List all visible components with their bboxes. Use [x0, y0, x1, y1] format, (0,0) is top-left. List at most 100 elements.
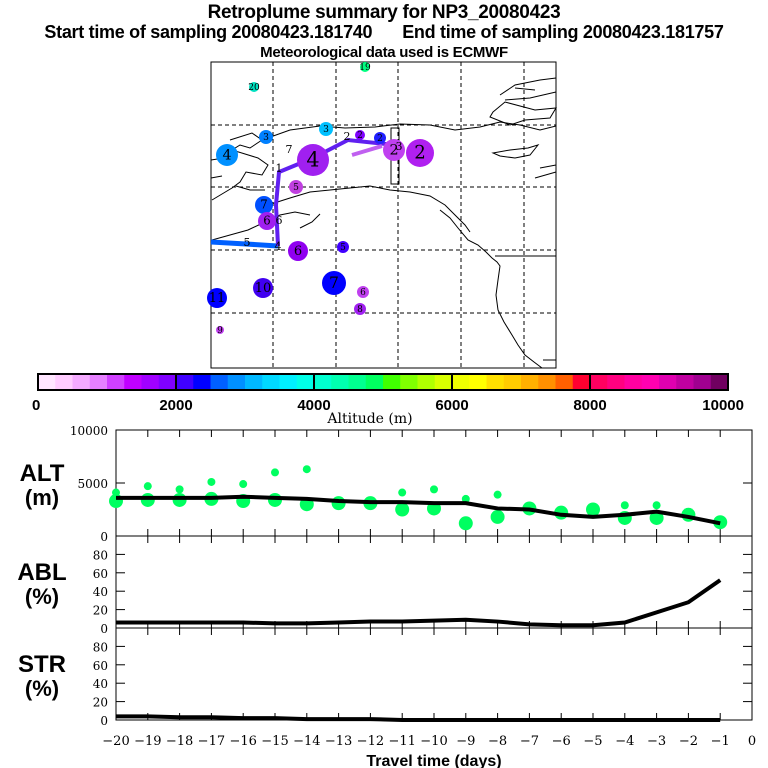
- colorbar-cell: [55, 374, 73, 390]
- colorbar-cell: [590, 374, 608, 390]
- cluster-marker: [354, 303, 366, 315]
- x-tick-label: −20: [102, 734, 129, 749]
- sampling-times: Start time of sampling 20080423.181740 En…: [0, 22, 768, 43]
- alt-scatter-point: [172, 492, 187, 507]
- colorbar-cell: [624, 374, 643, 390]
- colorbar-cell: [503, 374, 522, 390]
- x-tick-label: −14: [293, 734, 320, 749]
- altitude-colorbar: 0 2000 4000 6000 8000 10000 Altitude (m): [32, 373, 744, 427]
- str-panel: 0 20 40 60 80 STR(%): [18, 627, 753, 728]
- colorbar-tick-label: 0: [32, 397, 40, 414]
- cluster-marker: [383, 139, 405, 161]
- track-day-label: 6: [276, 214, 283, 227]
- alt-mean-line: [116, 494, 721, 526]
- colorbar-cell: [141, 374, 160, 390]
- y-tick-label: 0: [100, 714, 108, 728]
- alt-scatter-point: [140, 492, 155, 507]
- cluster-marker: [337, 241, 349, 253]
- x-tick-label: −2: [679, 734, 698, 749]
- cluster-marker: [374, 132, 386, 144]
- cluster-label: 10: [255, 281, 272, 296]
- abl-panel: 0 20 40 60 80 ABL(%): [17, 535, 753, 636]
- alt-scatter-point: [490, 509, 505, 524]
- colorbar-cell: [710, 374, 729, 390]
- alt-panel-ylabel-unit: (m): [25, 485, 59, 510]
- colorbar-tick-label: 4000: [297, 397, 330, 414]
- alt-scatter-point: [586, 502, 600, 517]
- x-tick-label: −18: [166, 734, 193, 749]
- colorbar-tick-label: 10000: [702, 397, 744, 414]
- coastlines: [210, 77, 557, 369]
- colorbar-cell: [158, 374, 177, 390]
- colorbar-cell: [400, 374, 418, 390]
- cluster-marker: [297, 144, 329, 176]
- met-data-label: Meteorological data used is ECMWF: [260, 44, 508, 61]
- alt-scatter-point: [620, 501, 629, 510]
- y-tick-label: 60: [93, 659, 108, 673]
- cluster-marker: [258, 212, 276, 230]
- x-axis-label: Travel time (days): [366, 753, 501, 768]
- alt-panel-ylabel: ALT: [20, 460, 65, 487]
- alt-scatter-point: [430, 485, 438, 494]
- cluster-marker: [249, 82, 259, 92]
- colorbar-cell: [245, 374, 263, 390]
- cluster-label: 11: [209, 291, 226, 306]
- colorbar-cell: [434, 374, 453, 390]
- y-tick-label: 5000: [77, 477, 108, 491]
- x-tick-label: −12: [357, 734, 384, 749]
- cluster-label: 5: [340, 243, 346, 253]
- x-tick-label: −8: [488, 734, 507, 749]
- abl-panel-ylabel-unit: (%): [25, 584, 59, 609]
- alt-scatter-point: [652, 501, 661, 510]
- cluster-label: 20: [248, 83, 260, 93]
- start-time-label: Start time of sampling 20080423.181740: [44, 22, 373, 42]
- alt-panel: 0 5000 10000 ALT(m): [20, 424, 753, 544]
- x-tick-label: −15: [261, 734, 288, 749]
- cluster-marker: [253, 278, 273, 298]
- track-day-label: 2: [344, 130, 351, 143]
- abl-panel-ylabel: ABL: [17, 559, 66, 586]
- abl-line: [116, 578, 722, 628]
- cluster-label: 2: [377, 134, 383, 144]
- cluster-label: 8: [357, 305, 363, 315]
- cluster-label: 4: [222, 147, 231, 163]
- cluster-label: 2: [414, 143, 426, 164]
- cluster-marker: [289, 180, 303, 194]
- cluster-marker: [255, 196, 273, 214]
- str-panel-ylabel: STR: [18, 651, 66, 678]
- y-tick-label: 40: [93, 585, 108, 599]
- alt-scatter-point: [271, 468, 279, 477]
- alt-scatter-point: [302, 465, 311, 474]
- colorbar-tick-label: 8000: [573, 397, 606, 414]
- y-tick-label: 60: [93, 567, 108, 581]
- x-tick-label: −17: [198, 734, 225, 749]
- colorbar-cell: [452, 374, 470, 390]
- cluster-label: 2: [389, 142, 398, 158]
- colorbar-frame: [37, 373, 729, 391]
- trajectory-track: [273, 137, 396, 247]
- colorbar-cell: [676, 374, 694, 390]
- colorbar-cell: [607, 374, 625, 390]
- cluster-label: 4: [306, 147, 319, 171]
- cluster-marker: [216, 326, 224, 334]
- str-panel-frame: [115, 627, 753, 721]
- colorbar-tick-label: 6000: [435, 397, 468, 414]
- colorbar-cell: [572, 374, 591, 390]
- colorbar-cell: [383, 374, 401, 390]
- str-panel-ylabel-unit: (%): [25, 676, 59, 701]
- cluster-label: 3: [263, 133, 269, 143]
- cluster-marker: [355, 130, 365, 140]
- chart-title: Retroplume summary for NP3_20080423: [207, 2, 561, 23]
- x-tick-label: −19: [134, 734, 161, 749]
- cluster-marker: [322, 271, 346, 295]
- colorbar-cell: [262, 374, 280, 390]
- x-tick-label: −1: [711, 734, 730, 749]
- cluster-label: 7: [329, 274, 339, 292]
- cluster-label: 9: [217, 326, 223, 336]
- colorbar-cell: [107, 374, 125, 390]
- alt-scatter-point: [493, 490, 502, 499]
- colorbar-cell: [72, 374, 91, 390]
